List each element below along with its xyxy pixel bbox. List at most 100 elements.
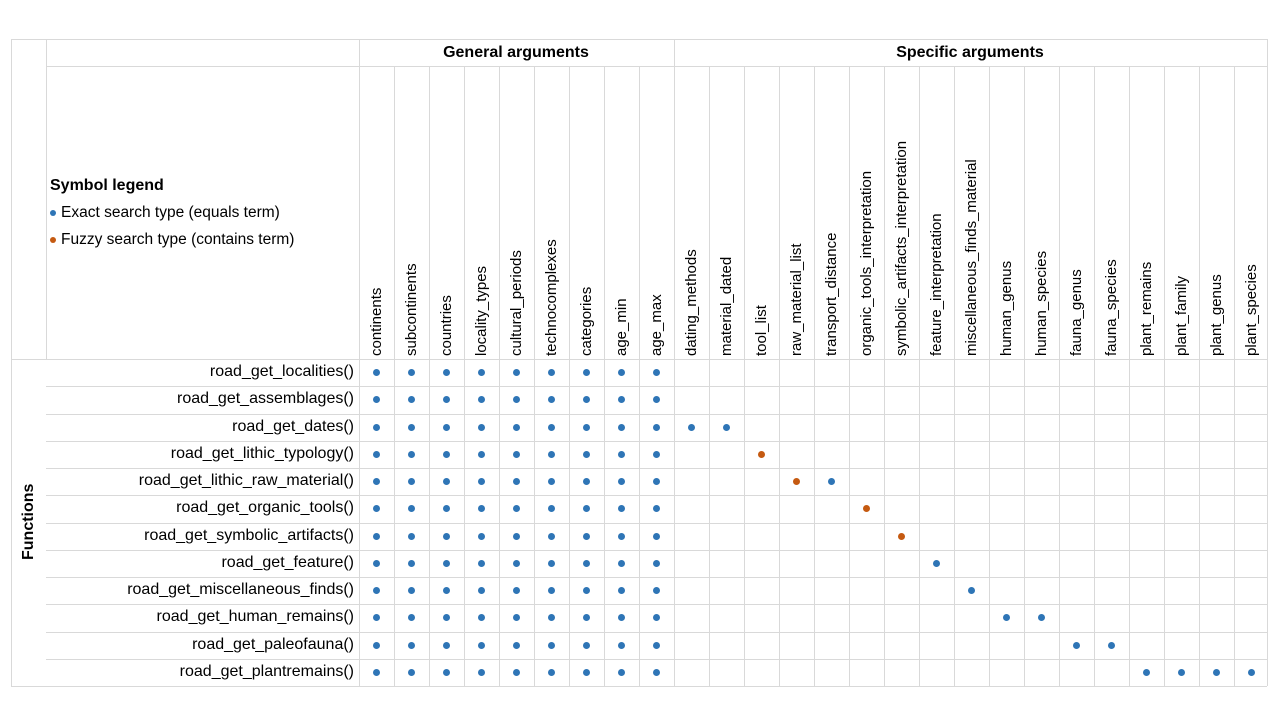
grid-line [1024, 66, 1025, 686]
exact-search-dot [653, 559, 660, 567]
exact-search-dot [373, 532, 380, 540]
grid-line [46, 386, 1267, 388]
function-label: road_get_human_remains() [156, 608, 354, 626]
exact-search-dot [618, 450, 625, 458]
exact-search-dot [548, 668, 555, 676]
exact-search-dot [828, 478, 835, 486]
exact-search-dot [513, 505, 520, 513]
exact-search-dot [618, 668, 625, 676]
fuzzy-search-dot [758, 450, 765, 458]
fuzzy-search-dot [793, 478, 800, 486]
exact-search-dot [408, 641, 415, 649]
grid-line [1267, 66, 1268, 686]
function-label: road_get_dates() [232, 417, 354, 435]
exact-search-dot [618, 423, 625, 431]
exact-search-dot [373, 641, 380, 649]
exact-search-dot [653, 641, 660, 649]
column-header-organic-tools-interpretation: organic_tools_interpretation [858, 170, 875, 356]
exact-search-dot [1108, 641, 1115, 649]
exact-search-dot [618, 369, 625, 377]
exact-search-dot [548, 478, 555, 486]
exact-search-dot [478, 668, 485, 676]
exact-search-dot [1003, 614, 1010, 622]
exact-search-dot [653, 532, 660, 540]
grid-line [989, 66, 990, 686]
exact-search-dot [583, 450, 590, 458]
fuzzy-search-dot [863, 505, 870, 513]
grid-line [46, 549, 1267, 551]
exact-search-dot [1178, 668, 1185, 676]
exact-search-dot [443, 559, 450, 567]
exact-search-dot [478, 614, 485, 622]
exact-search-dot [548, 505, 555, 513]
exact-search-dot [478, 478, 485, 486]
exact-search-dot [408, 532, 415, 540]
exact-search-dot [408, 478, 415, 486]
exact-search-dot [583, 369, 590, 377]
column-header-cultural-periods: cultural_periods [508, 250, 525, 356]
grid-line [744, 66, 745, 686]
exact-search-dot [373, 478, 380, 486]
grid-line [814, 66, 815, 686]
exact-search-dot [688, 423, 695, 431]
exact-search-dot [653, 587, 660, 595]
column-header-plant-species: plant_species [1243, 264, 1260, 356]
exact-search-dot [373, 559, 380, 567]
column-header-human-genus: human_genus [998, 260, 1015, 356]
exact-search-dot [583, 614, 590, 622]
grid-line [46, 522, 1267, 524]
grid-line [429, 66, 430, 686]
exact-search-dot [478, 641, 485, 649]
legend-fuzzy: Fuzzy search type (contains term) [50, 231, 294, 249]
column-header-plant-remains: plant_remains [1138, 261, 1155, 356]
grid-line [1059, 66, 1060, 686]
grid-line [11, 39, 1267, 40]
exact-search-dot [653, 396, 660, 404]
exact-search-dot [478, 532, 485, 540]
grid-line [709, 66, 710, 686]
exact-search-dot [618, 505, 625, 513]
grid-line [674, 39, 675, 686]
exact-search-dot [583, 505, 590, 513]
column-header-miscellaneous-finds-material: miscellaneous_finds_material [963, 159, 980, 356]
grid-line [46, 631, 1267, 633]
exact-search-dot [548, 450, 555, 458]
function-label: road_get_assemblages() [177, 390, 354, 408]
exact-search-dot [618, 587, 625, 595]
column-header-human-species: human_species [1033, 250, 1050, 356]
function-label: road_get_paleofauna() [192, 635, 354, 653]
exact-search-dot [408, 587, 415, 595]
column-header-categories: categories [578, 286, 595, 356]
exact-search-dot [653, 423, 660, 431]
function-label: road_get_lithic_typology() [170, 444, 354, 462]
fuzzy-search-dot [898, 532, 905, 540]
column-header-continents: continents [368, 287, 385, 356]
exact-search-dot [478, 450, 485, 458]
exact-search-dot [408, 668, 415, 676]
grid-line [46, 604, 1267, 606]
grid-line [464, 66, 465, 686]
exact-search-dot [513, 587, 520, 595]
exact-search-dot [443, 641, 450, 649]
exact-search-dot [1038, 614, 1045, 622]
grid-line [919, 66, 920, 686]
exact-search-dot [443, 532, 450, 540]
grid-line [1129, 66, 1130, 686]
exact-search-dot [478, 423, 485, 431]
exact-search-dot [513, 396, 520, 404]
exact-search-dot [513, 532, 520, 540]
grid-line [359, 39, 360, 686]
exact-search-dot [443, 450, 450, 458]
grid-line [884, 66, 885, 686]
column-header-subcontinents: subcontinents [403, 263, 420, 356]
general-arguments-header: General arguments [443, 44, 589, 61]
column-header-fauna-genus: fauna_genus [1068, 269, 1085, 356]
exact-search-dot [583, 587, 590, 595]
grid-line [46, 577, 1267, 578]
exact-search-dot [618, 614, 625, 622]
column-header-raw-material-list: raw_material_list [788, 243, 805, 356]
column-header-locality-types: locality_types [473, 265, 490, 356]
column-header-dating-methods: dating_methods [683, 249, 700, 356]
exact-search-dot [548, 587, 555, 595]
functions-row-header: Functions [20, 483, 37, 560]
